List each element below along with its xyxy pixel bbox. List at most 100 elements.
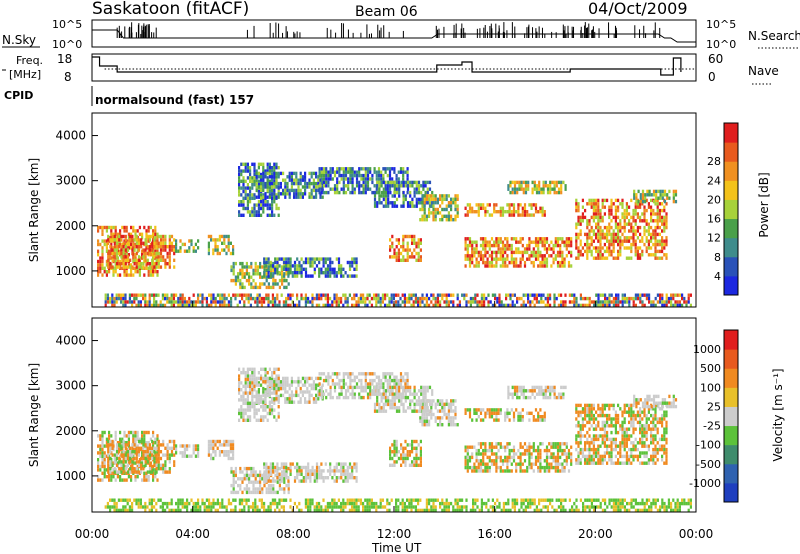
velocity-cell [263,470,266,474]
power-cell [259,261,262,266]
power-cell [105,259,108,264]
velocity-cell [194,454,197,458]
velocity-cell [153,450,156,454]
power-cell [586,202,589,206]
velocity-cell [143,464,146,469]
power-cell [523,250,527,255]
velocity-cell [153,446,156,450]
power-cell [351,296,354,301]
velocity-cell [144,456,147,461]
power-cell [490,250,494,255]
power-cell [421,300,424,304]
power-cell [497,257,500,261]
velocity-cell [351,395,354,400]
power-cell [122,255,125,259]
velocity-cell [279,383,282,387]
power-cell [329,303,332,308]
power-cell [538,190,541,195]
power-cell [159,300,162,304]
velocity-cell [290,376,293,381]
power-cell [656,256,659,260]
power-cell [307,300,310,304]
power-cell [133,296,136,301]
power-cell [408,234,411,239]
power-cell [315,303,318,308]
velocity-cell [307,469,310,473]
power-cell [223,248,226,252]
velocity-cell [388,382,392,386]
velocity-cell [351,392,354,396]
power-cell [109,262,112,266]
velocity-cell [274,490,277,495]
power-cell [548,254,551,258]
velocity-cell [297,380,300,384]
power-cell [475,250,478,255]
velocity-cell [157,446,160,450]
velocity-cell [216,439,219,444]
power-cell [645,208,648,213]
velocity-cell [251,381,254,385]
power-cell [464,213,467,217]
velocity-cell [371,378,374,383]
power-cell [259,285,262,290]
power-cell [190,303,193,308]
velocity-cell [264,367,267,371]
power-cell [285,267,288,271]
power-cell [99,270,102,274]
power-cell [118,234,121,239]
velocity-cell [288,386,291,391]
power-cell [502,303,505,308]
power-cell [625,239,628,243]
power-cell [112,273,115,277]
velocity-cell [249,405,252,409]
power-cell [260,200,263,204]
velocity-cell [264,415,267,419]
power-cell [665,222,668,226]
power-cell [445,204,448,208]
power-cell [434,194,437,198]
power-cell [411,184,414,188]
velocity-cell [311,465,314,470]
velocity-cell [111,463,114,467]
power-cell [342,180,345,185]
power-cell [395,197,399,202]
power-cell [244,196,247,200]
power-cell [284,178,287,182]
power-cell [156,256,159,260]
power-cell [494,293,497,297]
power-cell [597,215,600,220]
velocity-cell [355,382,359,386]
power-cell [510,237,513,241]
velocity-cell [253,377,256,382]
velocity-cell [308,390,311,394]
velocity-cell [358,395,361,400]
velocity-cell [143,478,146,482]
velocity-cell [103,461,106,465]
velocity-cell [138,458,141,462]
velocity-cell [107,450,110,454]
power-cell [387,204,390,208]
power-cell [264,203,267,207]
power-colorbar-tick: 4 [714,270,721,283]
power-cell [406,184,410,188]
power-cell [255,213,258,217]
velocity-cell [278,476,281,480]
power-cell [493,206,496,210]
power-cell [168,234,171,239]
power-cell [210,293,213,297]
power-cell [300,296,303,301]
power-cell [595,256,598,260]
power-cell [561,260,564,265]
power-cell [378,194,381,198]
velocity-cell [399,382,403,386]
velocity-cell [129,453,132,457]
velocity-cell [250,473,253,478]
power-cell [223,238,226,242]
velocity-cell [112,475,115,479]
power-cell [504,247,507,251]
velocity-cell [325,378,328,383]
power-cell [621,202,624,206]
power-cell [452,303,455,308]
power-cell [537,254,540,258]
velocity-cell [122,463,125,467]
